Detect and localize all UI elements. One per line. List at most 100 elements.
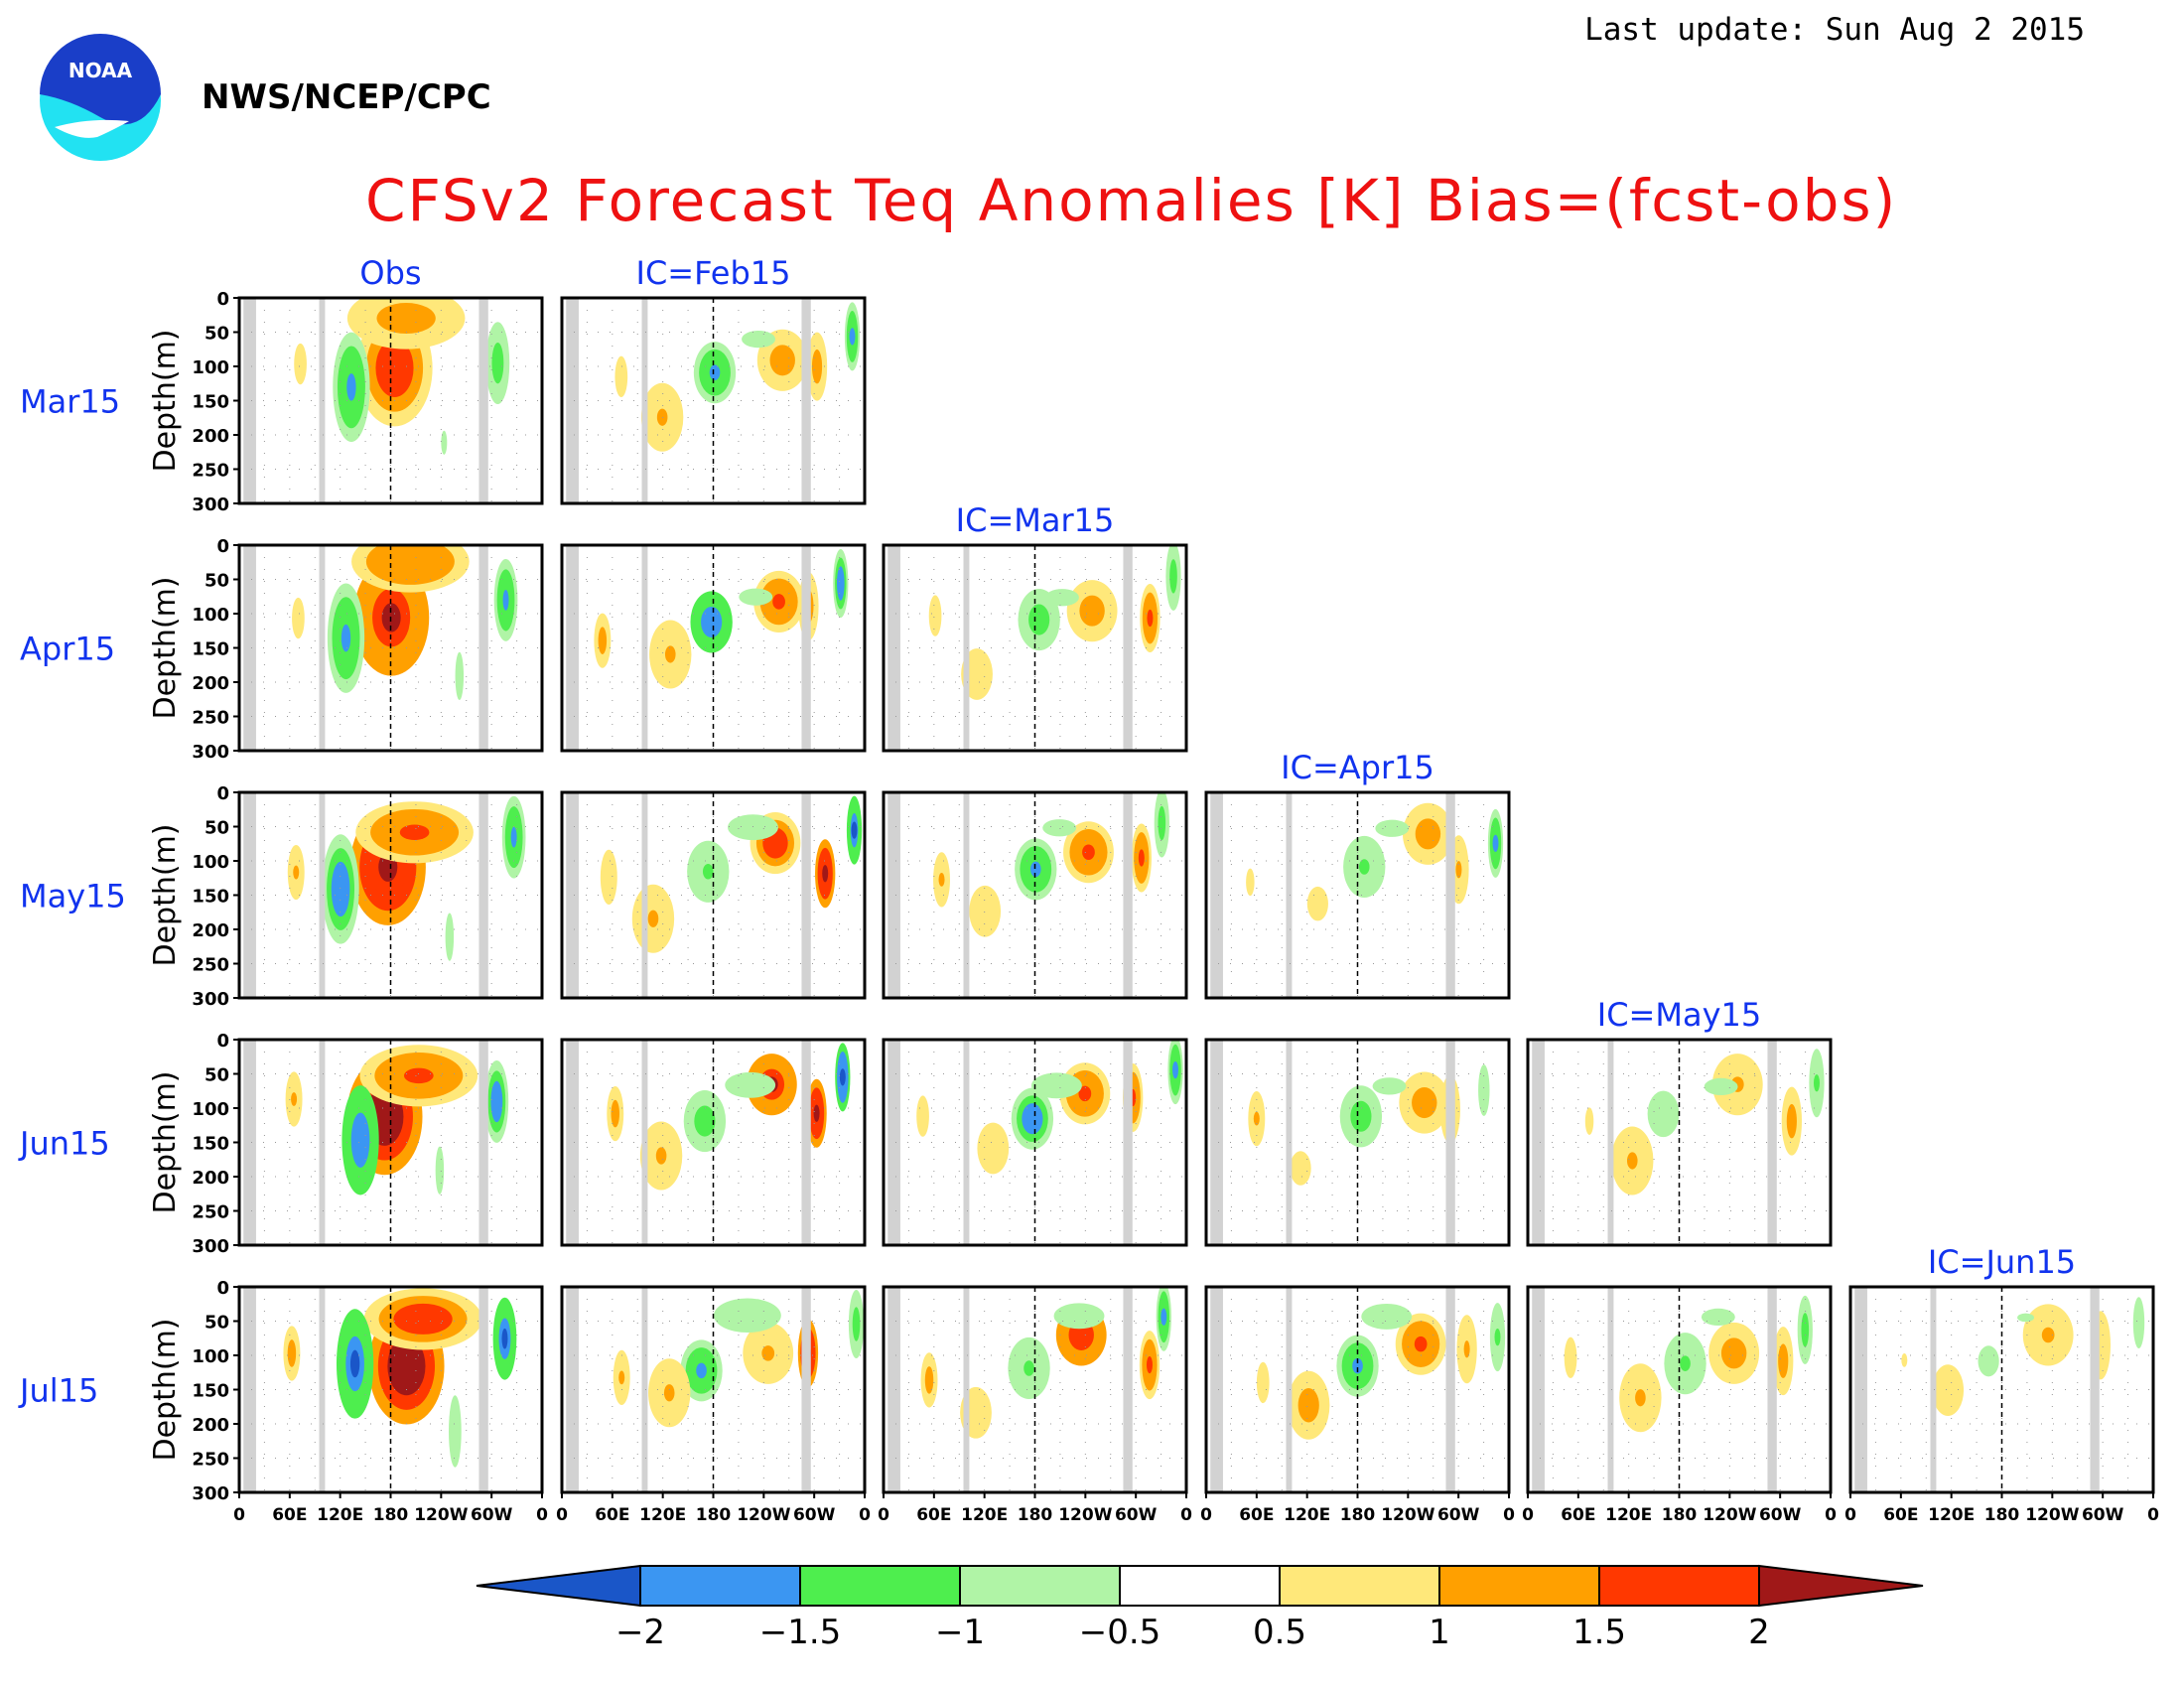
anomaly-blob [1302, 1396, 1314, 1414]
panel-grid: 0 50 100 150 200 250 300 Depth(m) Mar15 0 50 100 150… [18, 254, 2159, 1525]
panel-frame [1204, 1038, 1511, 1247]
anomaly-blob [775, 352, 789, 368]
x-tick-label: 120W [414, 1505, 468, 1525]
y-axis-Apr15: 0 50 100 150 200 250 300 Depth(m) Apr15 [20, 536, 239, 763]
anomaly-blob [1082, 844, 1095, 861]
land-mask [1767, 1287, 1777, 1492]
land-mask [1210, 1287, 1223, 1492]
panel-field [884, 545, 1186, 751]
anomaly-blob [772, 594, 785, 610]
panel-field [1206, 1287, 1509, 1492]
panel-frame [560, 296, 867, 505]
x-tick-label: 120W [1058, 1505, 1112, 1525]
panel-Apr15-IC=Mar15 [882, 543, 1188, 753]
panel-frame [882, 1038, 1188, 1247]
anomaly-blob [742, 1080, 759, 1090]
anomaly-blob [702, 864, 714, 880]
anomaly-blob [664, 645, 676, 663]
anomaly-blob [1053, 593, 1071, 603]
anomaly-blob [1658, 1106, 1669, 1122]
anomaly-blob [1024, 1360, 1034, 1376]
anomaly-blob [493, 1091, 500, 1112]
anomaly-blob [768, 835, 782, 851]
y-tick-label: 100 [192, 605, 229, 626]
land-mask [801, 545, 811, 751]
logo-gull [55, 119, 129, 138]
anomaly-blob [837, 574, 844, 593]
anomaly-blob [374, 1101, 394, 1132]
panel-frame [560, 1038, 867, 1247]
row-label: Jun15 [18, 1125, 110, 1163]
anomaly-blob [1586, 1114, 1593, 1129]
logo-top [40, 34, 161, 125]
anomaly-blob [408, 1311, 438, 1328]
colorbar-segment [1279, 1565, 1440, 1607]
colorbar-segment [639, 1565, 801, 1607]
land-mask [319, 792, 326, 998]
colorbar-label: −1 [935, 1613, 985, 1652]
panel-Apr15-Obs [237, 543, 544, 753]
x-tick-label: 60E [1239, 1505, 1274, 1525]
anomaly-blob [2017, 1313, 2035, 1323]
x-tick-label: 120E [1928, 1505, 1975, 1525]
land-mask [1123, 1287, 1133, 1492]
anomaly-blob [1982, 1353, 1994, 1369]
anomaly-blob [384, 353, 405, 383]
anomaly-blob [1942, 1381, 1954, 1399]
colorbar-label: −0.5 [1079, 1613, 1161, 1652]
x-tick-label: 120W [2025, 1505, 2079, 1525]
y-tick-label: 200 [192, 1168, 229, 1189]
x-tick-label: 0 [233, 1505, 245, 1525]
y-tick-label: 300 [192, 742, 229, 763]
panel-frame [882, 543, 1188, 753]
anomaly-blob [979, 903, 991, 920]
x-tick-label: 0 [859, 1505, 871, 1525]
anomaly-blob [1033, 612, 1044, 628]
land-mask [887, 1040, 900, 1245]
x-tick-label: 0 [1825, 1505, 1837, 1525]
row-label: Jul15 [18, 1372, 98, 1410]
x-tick-label: 0 [1844, 1505, 1856, 1525]
panel-field [1528, 1287, 1831, 1492]
anomaly-blob [441, 430, 448, 455]
panel-Jul15-IC=Mar15: 0 60E 120E 180 120W 60W 0 [878, 1285, 1192, 1525]
x-tick-label: 0 [1503, 1505, 1515, 1525]
anomaly-blob [456, 663, 463, 688]
anomaly-blob [391, 310, 421, 327]
x-tick-label: 0 [1522, 1505, 1534, 1525]
land-mask [641, 545, 648, 751]
anomaly-blob [341, 624, 351, 652]
anomaly-blob [971, 665, 983, 683]
y-tick-label: 250 [192, 1202, 229, 1223]
anomaly-blob [1813, 1074, 1820, 1092]
land-mask [566, 792, 579, 998]
anomaly-blob [346, 373, 356, 401]
land-mask [566, 298, 579, 503]
land-mask [963, 792, 970, 998]
panel-field [239, 792, 542, 998]
anomaly-blob [403, 1067, 434, 1084]
anomaly-blob [436, 1158, 443, 1183]
land-mask [478, 792, 488, 998]
land-mask [887, 1287, 900, 1492]
land-mask [1123, 1040, 1133, 1245]
anomaly-blob [970, 1404, 982, 1422]
anomaly-blob [1312, 895, 1323, 913]
y-axis-Mar15: 0 50 100 150 200 250 300 Depth(m) Mar15 [20, 289, 239, 515]
anomaly-blob [1494, 1328, 1501, 1346]
x-tick-label: 120E [961, 1505, 1008, 1525]
anomaly-blob [926, 1372, 933, 1387]
anomaly-blob [618, 1370, 625, 1385]
panel-Jun15-IC=Mar15 [882, 1038, 1188, 1247]
y-tick-label: 0 [216, 289, 229, 310]
anomaly-blob [2135, 1314, 2142, 1332]
anomaly-blob [1727, 1345, 1741, 1361]
land-mask [243, 298, 256, 503]
anomaly-blob [745, 822, 761, 832]
y-tick-label: 250 [192, 955, 229, 976]
anomaly-blob [822, 865, 829, 883]
y-tick-label: 300 [192, 494, 229, 515]
land-mask [963, 1040, 970, 1245]
y-tick-label: 0 [216, 1031, 229, 1052]
land-mask [1445, 792, 1455, 998]
